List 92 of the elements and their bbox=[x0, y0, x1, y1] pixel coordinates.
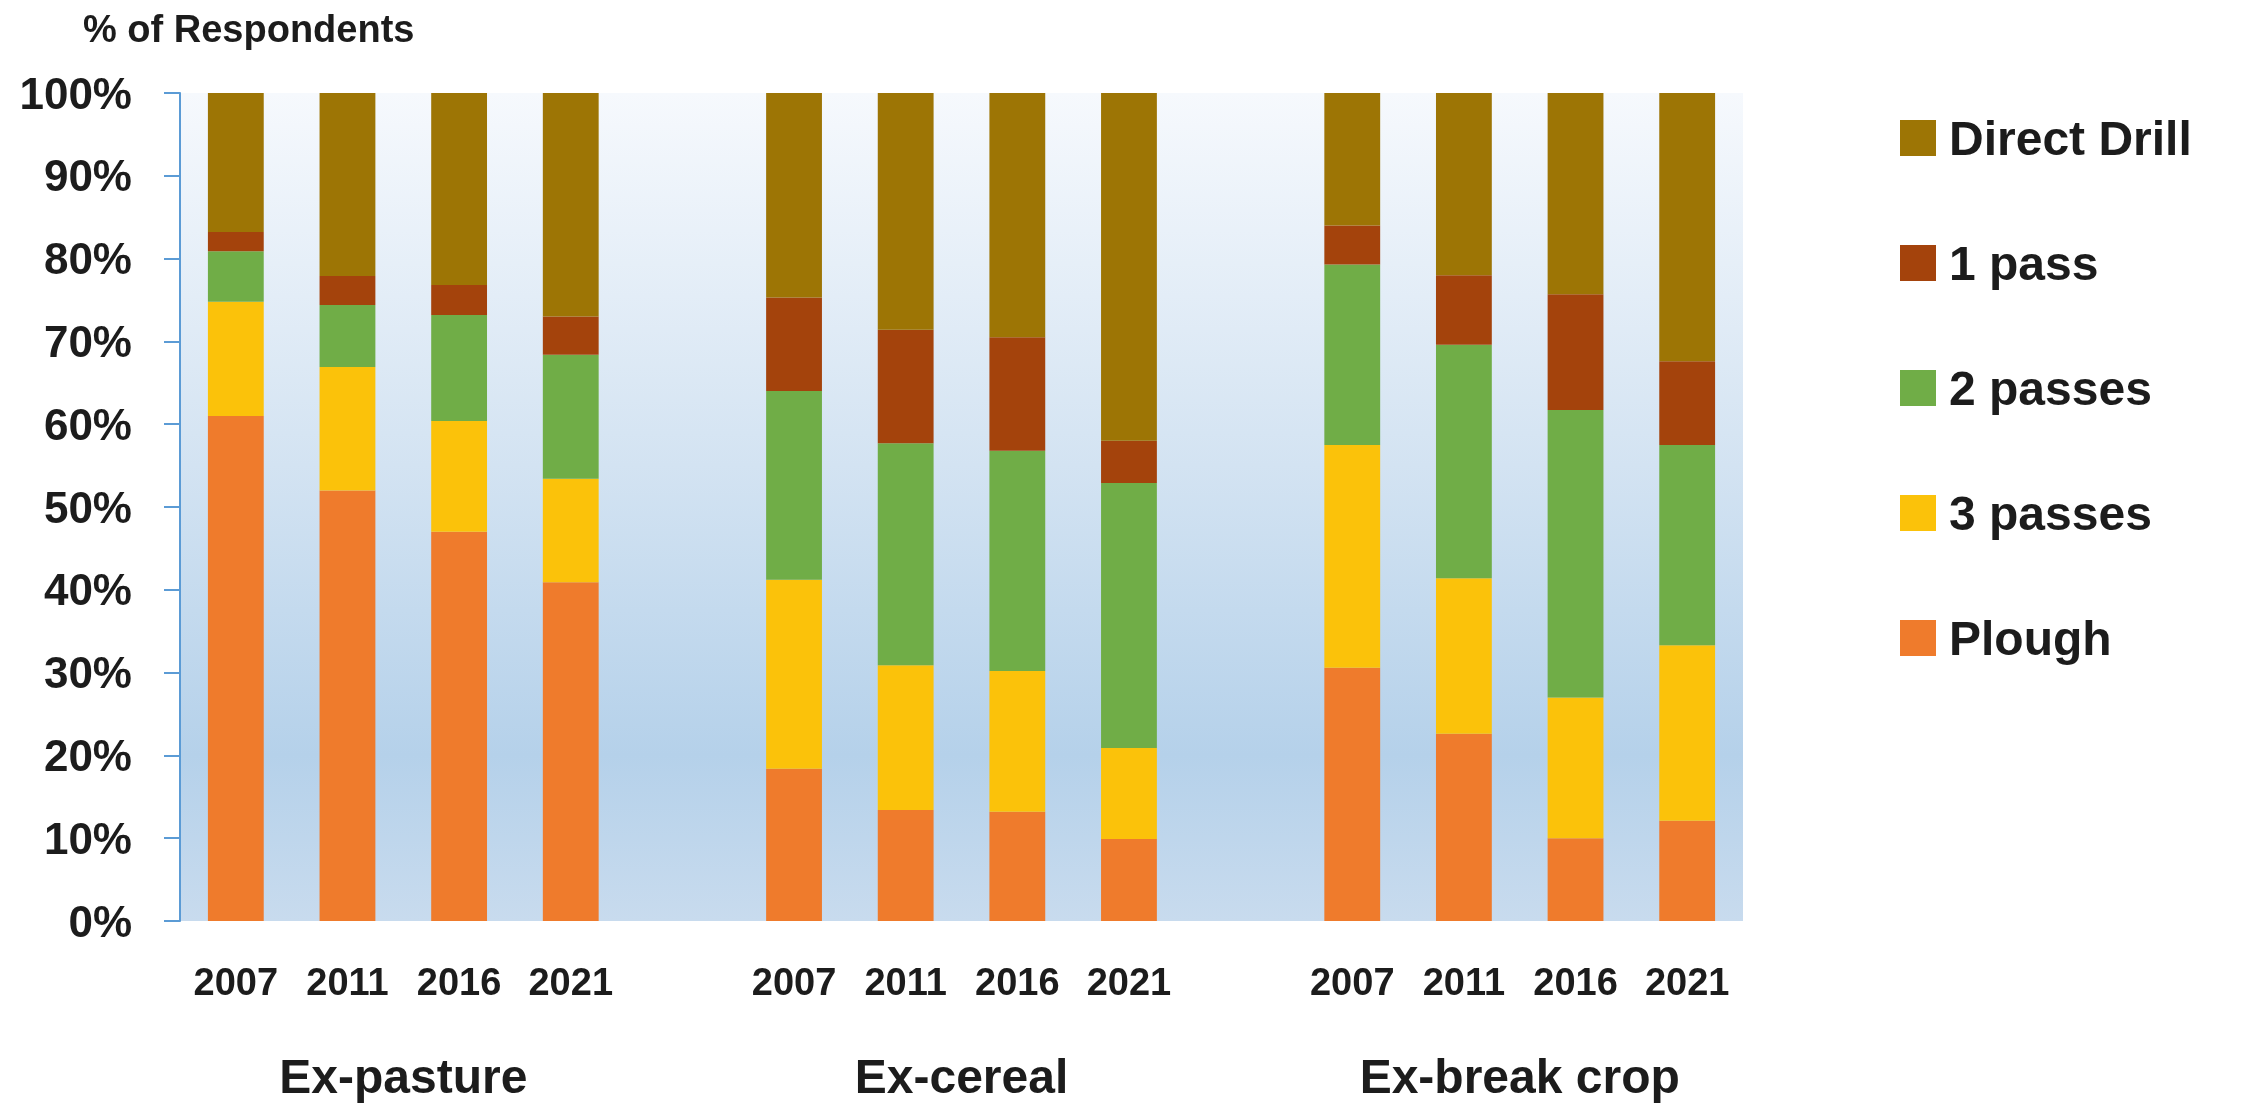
bar bbox=[1659, 444, 1716, 646]
bar bbox=[877, 810, 934, 921]
y-tick-label: 40% bbox=[43, 565, 132, 615]
bar bbox=[319, 304, 376, 368]
y-tick-label: 20% bbox=[43, 730, 132, 780]
bar bbox=[1659, 645, 1716, 821]
bar bbox=[207, 415, 264, 921]
bar bbox=[989, 337, 1046, 451]
legend-label: 2 passes bbox=[1949, 361, 2152, 415]
y-tick-label: 90% bbox=[43, 151, 132, 201]
bar bbox=[1659, 93, 1716, 362]
x-tick-label: 2021 bbox=[1644, 961, 1730, 1003]
y-tick-label: 10% bbox=[43, 813, 132, 863]
x-tick-label: 2007 bbox=[751, 961, 837, 1003]
bar bbox=[1547, 93, 1604, 295]
legend-label: 3 passes bbox=[1949, 486, 2152, 540]
bar bbox=[989, 93, 1046, 338]
bar bbox=[542, 93, 599, 317]
bar bbox=[1435, 275, 1492, 345]
bar bbox=[319, 93, 376, 276]
bar bbox=[877, 93, 934, 330]
bar bbox=[1324, 667, 1381, 921]
bar bbox=[1324, 264, 1381, 445]
bar bbox=[877, 665, 934, 811]
bar bbox=[1435, 93, 1492, 276]
bar bbox=[207, 301, 264, 416]
bar bbox=[1435, 733, 1492, 921]
bar bbox=[319, 490, 376, 921]
y-tick-label: 0% bbox=[68, 896, 132, 946]
y-tick-label: 60% bbox=[43, 399, 132, 449]
y-axis-title: % of Respondents bbox=[83, 8, 415, 50]
bar bbox=[1324, 225, 1381, 265]
text: Ex-pasture bbox=[279, 1049, 528, 1103]
bar bbox=[1659, 361, 1716, 445]
bar bbox=[1547, 410, 1604, 698]
bar bbox=[877, 329, 934, 444]
bar bbox=[1101, 440, 1157, 483]
bar bbox=[431, 93, 488, 286]
bar bbox=[542, 316, 599, 355]
y-tick-label: 50% bbox=[43, 482, 132, 532]
bar bbox=[989, 450, 1046, 671]
bar bbox=[766, 297, 822, 392]
legend-label: Plough bbox=[1949, 611, 2112, 665]
bar bbox=[766, 579, 822, 769]
bar bbox=[766, 768, 822, 921]
bar bbox=[989, 811, 1046, 921]
bar bbox=[1101, 839, 1157, 921]
bar bbox=[319, 275, 376, 305]
bar bbox=[542, 478, 599, 583]
bar bbox=[1659, 820, 1716, 921]
bar bbox=[542, 354, 599, 479]
text: Ex-break crop bbox=[1359, 1049, 1680, 1103]
bar bbox=[542, 582, 599, 921]
bar bbox=[989, 670, 1046, 812]
bar bbox=[1547, 697, 1604, 839]
x-tick-label: 2011 bbox=[864, 961, 947, 1003]
x-tick-label: 2016 bbox=[1533, 961, 1618, 1003]
bar bbox=[207, 232, 264, 252]
bar bbox=[431, 285, 488, 315]
bar bbox=[1101, 482, 1157, 748]
x-tick-label: 2016 bbox=[975, 961, 1060, 1003]
bar bbox=[431, 314, 488, 421]
bar bbox=[1324, 444, 1381, 668]
bar bbox=[766, 391, 822, 580]
bar bbox=[1101, 93, 1157, 441]
bar bbox=[1435, 344, 1492, 579]
bar bbox=[1324, 93, 1381, 226]
bar bbox=[1101, 747, 1157, 840]
bar bbox=[207, 93, 264, 233]
bar bbox=[1435, 578, 1492, 734]
y-tick-label: 30% bbox=[43, 648, 132, 698]
bar bbox=[431, 531, 488, 921]
bar bbox=[1547, 838, 1604, 921]
x-tick-label: 2021 bbox=[528, 961, 614, 1003]
legend-label: 1 pass bbox=[1949, 236, 2099, 290]
bar bbox=[207, 251, 264, 302]
bar bbox=[766, 93, 822, 298]
bar bbox=[431, 420, 488, 532]
bar bbox=[877, 443, 934, 666]
y-tick-label: 80% bbox=[43, 234, 132, 284]
y-tick-label: 100% bbox=[19, 68, 132, 118]
x-tick-label: 2011 bbox=[306, 961, 389, 1003]
x-tick-label: 2007 bbox=[1309, 961, 1395, 1003]
text: Ex-cereal bbox=[854, 1049, 1069, 1103]
y-tick-label: 70% bbox=[43, 316, 132, 366]
x-tick-label: 2007 bbox=[193, 961, 279, 1003]
x-tick-label: 2011 bbox=[1422, 961, 1506, 1003]
bar bbox=[319, 367, 376, 491]
x-tick-label: 2021 bbox=[1086, 961, 1172, 1003]
bar bbox=[1547, 294, 1604, 411]
legend-label: Direct Drill bbox=[1949, 111, 2192, 165]
x-tick-label: 2016 bbox=[416, 961, 502, 1003]
